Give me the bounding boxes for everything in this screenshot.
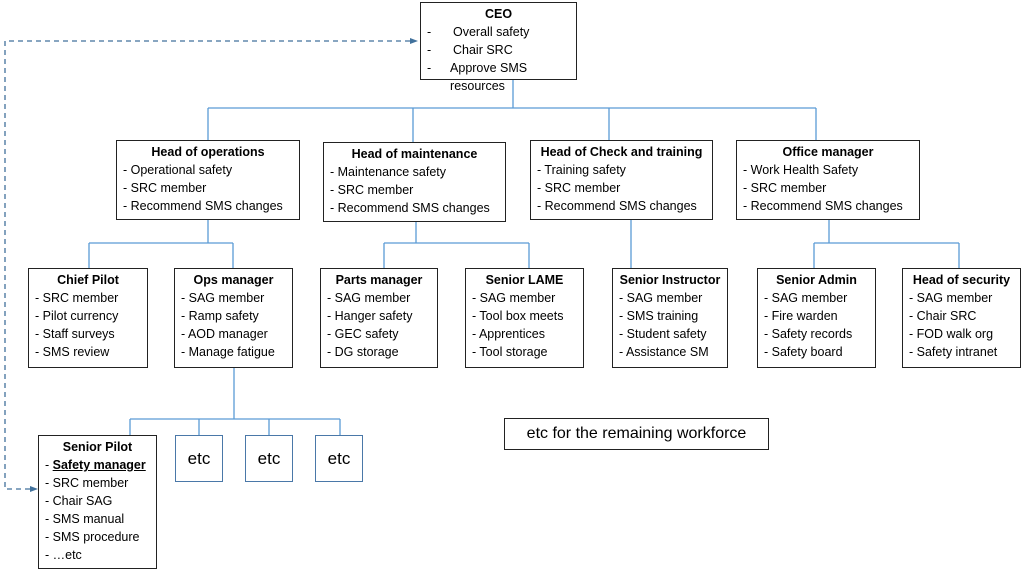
- head-of-check-training-box: Head of Check and training - Training sa…: [530, 140, 713, 220]
- box-item: - SRC member: [123, 181, 207, 195]
- box-item: - Safety board: [764, 345, 843, 359]
- box-item: - Recommend SMS changes: [123, 199, 283, 213]
- safety-manager-highlight: Safety manager: [52, 458, 146, 472]
- role-box: Head of security - SAG member - Chair SRC -…: [902, 268, 1021, 368]
- role-box: Senior LAME - SAG member - Tool box meets -…: [465, 268, 584, 368]
- office-manager-box: Office manager - Work Health Safety - SRC…: [736, 140, 920, 220]
- box-item: - Safety intranet: [909, 345, 998, 359]
- etc-box: etc: [315, 435, 363, 482]
- box-title: Ops manager: [193, 273, 274, 287]
- box-title: Senior Instructor: [619, 273, 721, 287]
- senior-pilot-box: Senior Pilot - Safety manager - SRC memb…: [38, 435, 157, 569]
- box-item: - AOD manager: [181, 327, 268, 341]
- box-item: - Safety records: [764, 327, 853, 341]
- box-item: - Ramp safety: [181, 309, 259, 323]
- role-box: Senior Admin - SAG member - Fire warden - S…: [757, 268, 876, 368]
- box-item: - SAG member: [181, 291, 265, 305]
- box-item: - SRC member: [45, 476, 129, 490]
- etc-box: etc: [245, 435, 293, 482]
- box-item: - Hanger safety: [327, 309, 413, 323]
- box-item: - SRC member: [35, 291, 119, 305]
- box-item: - Work Health Safety: [743, 163, 859, 177]
- box-item: - SMS manual: [45, 512, 125, 526]
- box-item: - SMS procedure: [45, 530, 140, 544]
- box-item: - SMS review: [35, 345, 110, 359]
- role-box: Parts manager - SAG member - Hanger safety…: [320, 268, 438, 368]
- remaining-workforce-note: etc for the remaining workforce: [504, 418, 769, 450]
- box-item: - SRC member: [330, 183, 414, 197]
- role-box: Ops manager - SAG member - Ramp safety - AO…: [174, 268, 293, 368]
- role-box: Senior Instructor - SAG member - SMS train…: [612, 268, 728, 368]
- box-item: - Maintenance safety: [330, 165, 447, 179]
- box-title: Senior Pilot: [62, 440, 133, 454]
- box-item: - Staff surveys: [35, 327, 115, 341]
- box-item: Overall safety: [453, 25, 530, 39]
- box-item: - Tool storage: [472, 345, 548, 359]
- box-item: - Apprentices: [472, 327, 545, 341]
- box-item: - Fire warden: [764, 309, 838, 323]
- box-item: - DG storage: [327, 345, 399, 359]
- box-item: - GEC safety: [327, 327, 399, 341]
- box-title: Head of maintenance: [351, 147, 478, 161]
- box-title: Chief Pilot: [57, 273, 119, 287]
- box-item: - Manage fatigue: [181, 345, 275, 359]
- box-item: - Chair SAG: [45, 494, 113, 508]
- box-item: - Training safety: [537, 163, 626, 177]
- box-title: Senior Admin: [776, 273, 857, 287]
- box-title: Head of operations: [151, 145, 265, 159]
- box-title: CEO: [484, 7, 513, 21]
- box-item: Approve SMS resources: [450, 61, 528, 93]
- box-item: - SAG member: [472, 291, 556, 305]
- head-of-operations-box: Head of operations - Operational safety -…: [116, 140, 300, 220]
- box-item: - Tool box meets: [472, 309, 564, 323]
- box-item: - Assistance SM: [619, 345, 709, 359]
- box-item: - SMS training: [619, 309, 699, 323]
- box-title: Head of security: [912, 273, 1011, 287]
- role-box: Chief Pilot - SRC member - Pilot currency -…: [28, 268, 148, 368]
- box-item: - Recommend SMS changes: [330, 201, 490, 215]
- box-item: - Pilot currency: [35, 309, 119, 323]
- box-item: - FOD walk org: [909, 327, 994, 341]
- box-item: - …etc: [45, 548, 82, 562]
- box-item: Chair SRC: [453, 43, 513, 57]
- box-title: Office manager: [782, 145, 874, 159]
- box-item: - Operational safety: [123, 163, 233, 177]
- box-item: - Recommend SMS changes: [743, 199, 903, 213]
- box-item: - SAG member: [327, 291, 411, 305]
- box-item: - Student safety: [619, 327, 707, 341]
- box-item: - SAG member: [619, 291, 703, 305]
- box-title: Senior LAME: [485, 273, 564, 287]
- box-item: - SRC member: [537, 181, 621, 195]
- box-item: - SAG member: [764, 291, 848, 305]
- box-item: - Recommend SMS changes: [537, 199, 697, 213]
- box-item: - Chair SRC: [909, 309, 977, 323]
- box-title: Head of Check and training: [540, 145, 703, 159]
- box-item: - SRC member: [743, 181, 827, 195]
- box-item: - SAG member: [909, 291, 993, 305]
- ceo-box: CEO - Overall safety - Chair SRC - Approve …: [420, 2, 577, 93]
- box-title: Parts manager: [335, 273, 423, 287]
- head-of-maintenance-box: Head of maintenance - Maintenance safety…: [323, 142, 506, 222]
- etc-box: etc: [175, 435, 223, 482]
